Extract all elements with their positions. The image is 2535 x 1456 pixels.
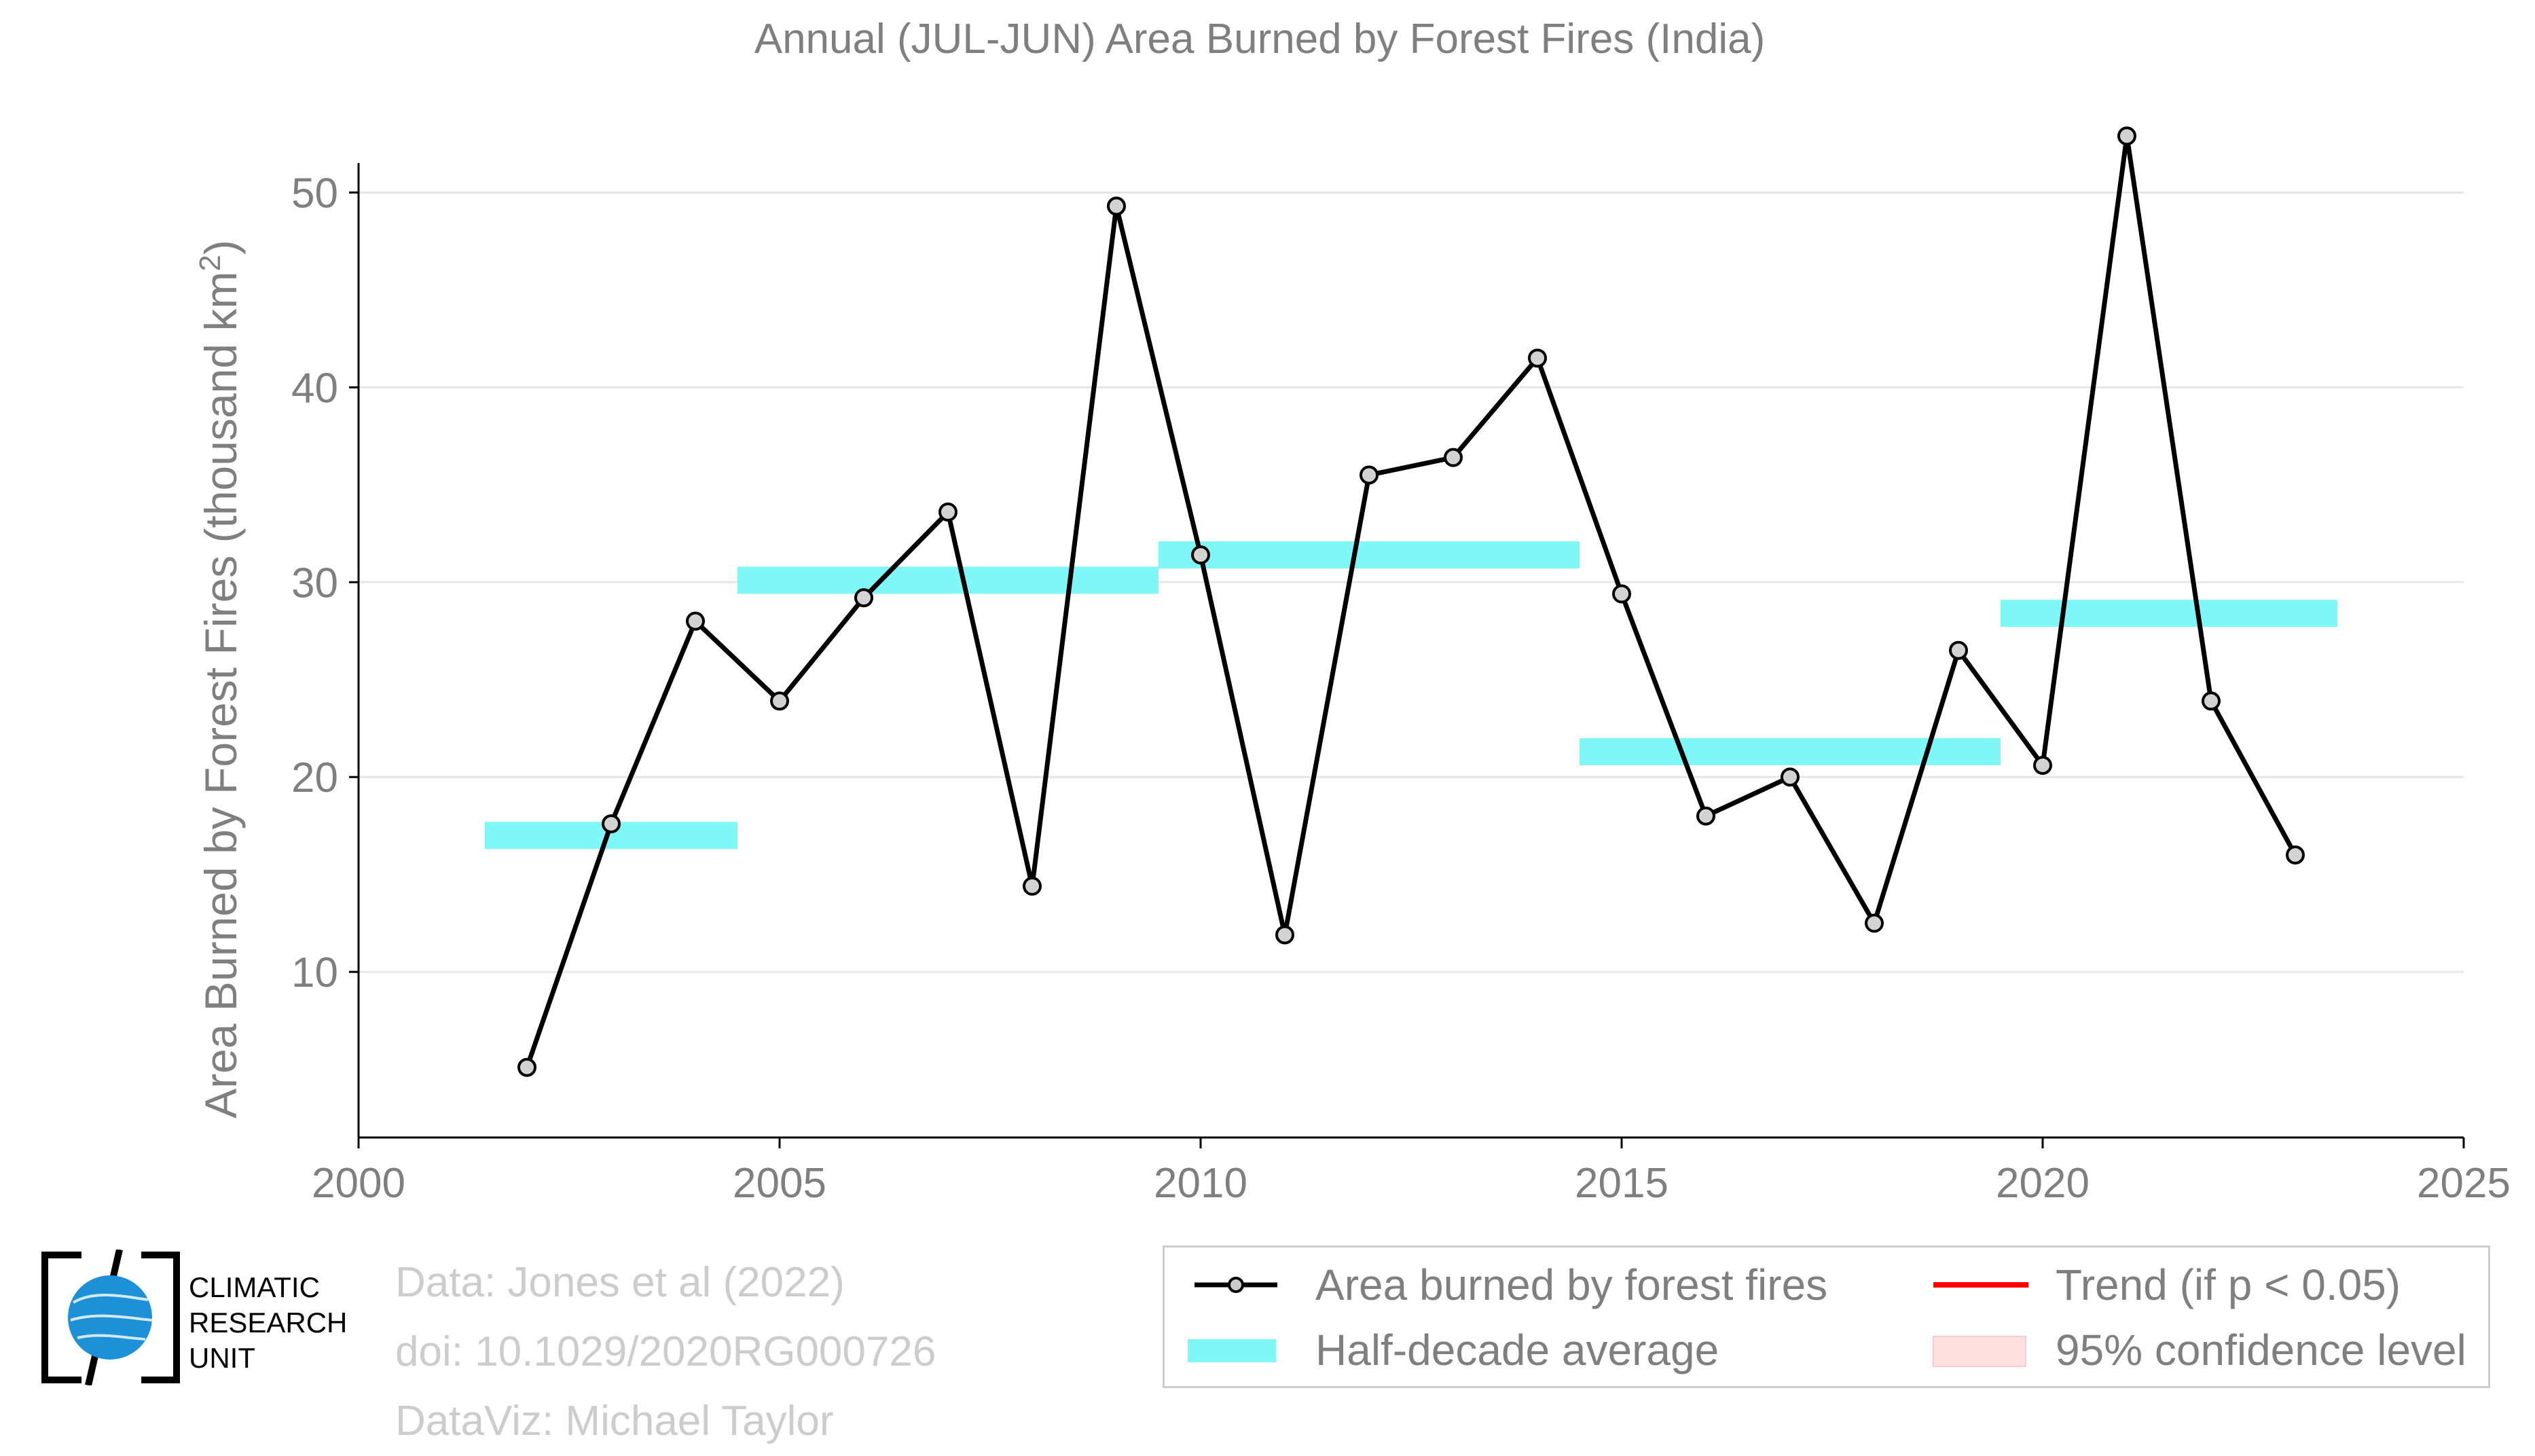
legend-label-confidence: 95% confidence level (2056, 1326, 2466, 1375)
series-line (524, 133, 2298, 1068)
cru-line-1: CLIMATIC (189, 1271, 320, 1303)
chart-title: Annual (JUL-JUN) Area Burned by Forest F… (754, 16, 1766, 62)
y-tick-label: 40 (291, 365, 338, 412)
axes (349, 163, 2465, 1148)
data-point (938, 503, 958, 522)
data-point (770, 691, 789, 711)
data-point (1528, 348, 1547, 368)
logo-bracket-right (141, 1252, 180, 1383)
y-tick-label: 10 (291, 949, 338, 996)
y-axis-label-superscript: 2 (194, 255, 227, 271)
data-point (2286, 845, 2305, 864)
x-tick-label: 2020 (1996, 1160, 2090, 1207)
data-point (1107, 196, 1126, 216)
legend-line-marker-icon (1194, 1277, 1277, 1293)
data-point (1360, 465, 1379, 485)
data-point (517, 1057, 536, 1077)
x-tick-label: 2015 (1575, 1160, 1668, 1207)
data-point (1444, 448, 1463, 467)
globe-lines (70, 1293, 153, 1341)
cru-line-3: UNIT (189, 1342, 255, 1374)
data-point (1949, 640, 1968, 660)
legend-label-half-decade: Half-decade average (1315, 1326, 1719, 1375)
x-tick-label: 2005 (733, 1160, 826, 1207)
legend-confidence-icon (1933, 1336, 2026, 1367)
half-decade-bar (737, 566, 1159, 594)
data-point (1191, 545, 1210, 565)
credit-dataviz: DataViz: Michael Taylor (395, 1398, 834, 1444)
half-decade-bands (485, 541, 2337, 850)
data-point (686, 611, 705, 631)
data-point (1781, 767, 1800, 787)
y-tick-label: 20 (291, 754, 338, 801)
y-axis-label-end: ) (196, 240, 246, 255)
half-decade-bar (1159, 541, 1580, 569)
legend-item-area-burned: Area burned by forest fires (1181, 1260, 1827, 1310)
legend-band-icon (1188, 1339, 1276, 1362)
legend-trend-icon (1933, 1282, 2028, 1288)
data-point (602, 814, 621, 834)
x-tick-label: 2000 (312, 1160, 405, 1207)
legend-item-half-decade: Half-decade average (1181, 1325, 1719, 1375)
data-point (2202, 691, 2221, 711)
cru-wordmark: CLIMATIC RESEARCH UNIT (189, 1270, 347, 1376)
gridlines (359, 191, 2464, 973)
data-point (1696, 806, 1715, 826)
data-point (1275, 925, 1294, 945)
cru-logo-mark (41, 1248, 180, 1387)
legend-label-area-burned: Area burned by forest fires (1315, 1260, 1828, 1309)
legend-item-trend: Trend (if p < 0.05) (1927, 1260, 2401, 1310)
data-point (2033, 755, 2052, 775)
credits: Data: Jones et al (2022) doi: 10.1029/20… (395, 1248, 936, 1456)
tick-labels: 10 20 30 40 50 2000 2005 2010 2015 2020 2025 (291, 170, 2511, 1207)
data-point (2117, 126, 2136, 146)
y-axis-label: Area Burned by Forest Fires (thousand km… (194, 240, 246, 1118)
legend-item-confidence: 95% confidence level (1927, 1325, 2466, 1375)
y-axis-label-main: Area Burned by Forest Fires (thousand km (196, 272, 246, 1118)
data-point (1023, 876, 1042, 896)
logo-bracket-left (41, 1252, 81, 1383)
credit-data: Data: Jones et al (2022) (395, 1259, 845, 1306)
x-tick-label: 2025 (2417, 1160, 2511, 1207)
data-point (854, 588, 873, 608)
y-tick-label: 30 (291, 560, 338, 606)
y-tick-label: 50 (291, 170, 338, 217)
series-area-burned (517, 126, 2305, 1077)
cru-logo (39, 1248, 182, 1387)
data-point (1612, 584, 1631, 604)
half-decade-bar (2001, 600, 2337, 627)
legend: Area burned by forest fires Trend (if p … (1163, 1245, 2490, 1388)
x-tick-label: 2010 (1154, 1160, 1247, 1207)
legend-label-trend: Trend (if p < 0.05) (2056, 1260, 2401, 1309)
credit-doi: doi: 10.1029/2020RG000726 (395, 1328, 936, 1375)
cru-line-2: RESEARCH (189, 1307, 348, 1339)
data-point (1865, 913, 1884, 933)
half-decade-bar (1580, 738, 2001, 765)
